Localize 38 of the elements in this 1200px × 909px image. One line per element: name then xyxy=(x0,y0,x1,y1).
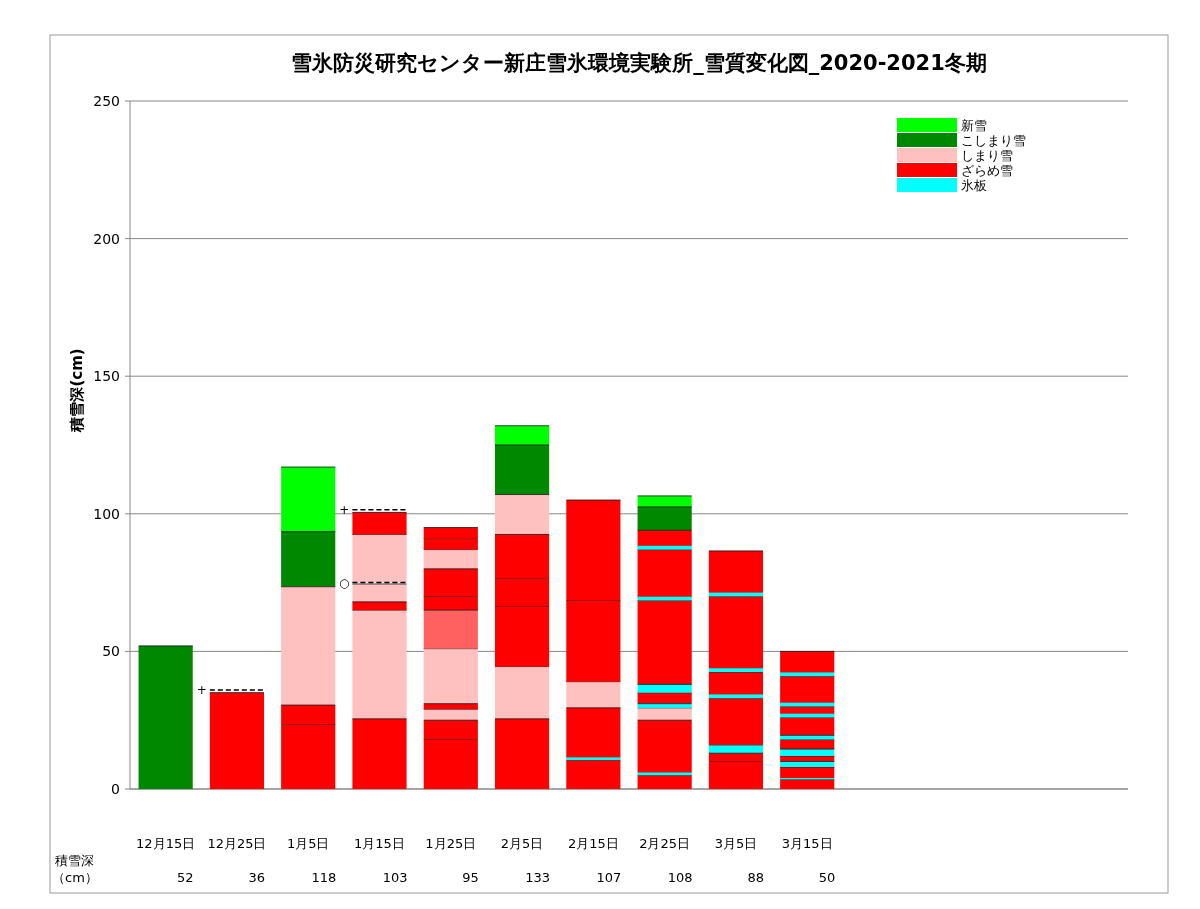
legend-label: 氷板 xyxy=(961,178,987,193)
annotation: + xyxy=(196,682,207,697)
text: 36 xyxy=(248,870,265,885)
x-tick-label: 2月5日 xyxy=(500,836,544,851)
text: 107 xyxy=(596,870,622,885)
y-tick-label: 150 xyxy=(93,368,120,385)
x-tick-label: 12月25日 xyxy=(207,836,267,851)
x-tick-label: 1月5日 xyxy=(286,836,330,851)
text: 52 xyxy=(177,870,194,885)
legend-label: 新雪 xyxy=(961,118,987,133)
y-tick-label: 50 xyxy=(102,643,120,660)
chart-title: 雪氷防災研究センター新庄雪氷環境実験所_雪質変化図_2020-2021冬期 xyxy=(291,51,987,75)
x-tick-label: 3月5日 xyxy=(714,836,758,851)
legend-label: しまり雪 xyxy=(961,148,1013,163)
annotation: ○ xyxy=(338,575,350,590)
y-tick-label: 250 xyxy=(93,93,120,109)
x-tick-label: 2月25日 xyxy=(639,836,691,851)
text: 積雪深 xyxy=(55,853,94,868)
legend-label: こしまり雪 xyxy=(961,133,1026,148)
text: 118 xyxy=(311,870,337,885)
text: 103 xyxy=(382,870,408,885)
x-tick-label: 2月15日 xyxy=(567,836,619,851)
text: 88 xyxy=(747,870,764,885)
text: （cm） xyxy=(52,870,98,885)
annotation: + xyxy=(339,502,350,517)
y-tick-label: 200 xyxy=(93,230,120,247)
x-tick-label: 1月15日 xyxy=(354,836,405,851)
legend-label: ざらめ雪 xyxy=(961,163,1013,178)
y-tick-label: 100 xyxy=(93,505,120,522)
text: 50 xyxy=(818,870,836,885)
y-tick-label: 0 xyxy=(111,781,120,797)
x-tick-label: 1月25日 xyxy=(425,836,477,851)
text: 133 xyxy=(525,870,551,885)
y-axis-title: 積雪深(cm) xyxy=(68,348,86,433)
x-tick-label: 12月15日 xyxy=(136,836,196,851)
x-tick-label: 3月15日 xyxy=(781,836,833,851)
text: 95 xyxy=(462,870,479,885)
text: 108 xyxy=(667,870,693,885)
